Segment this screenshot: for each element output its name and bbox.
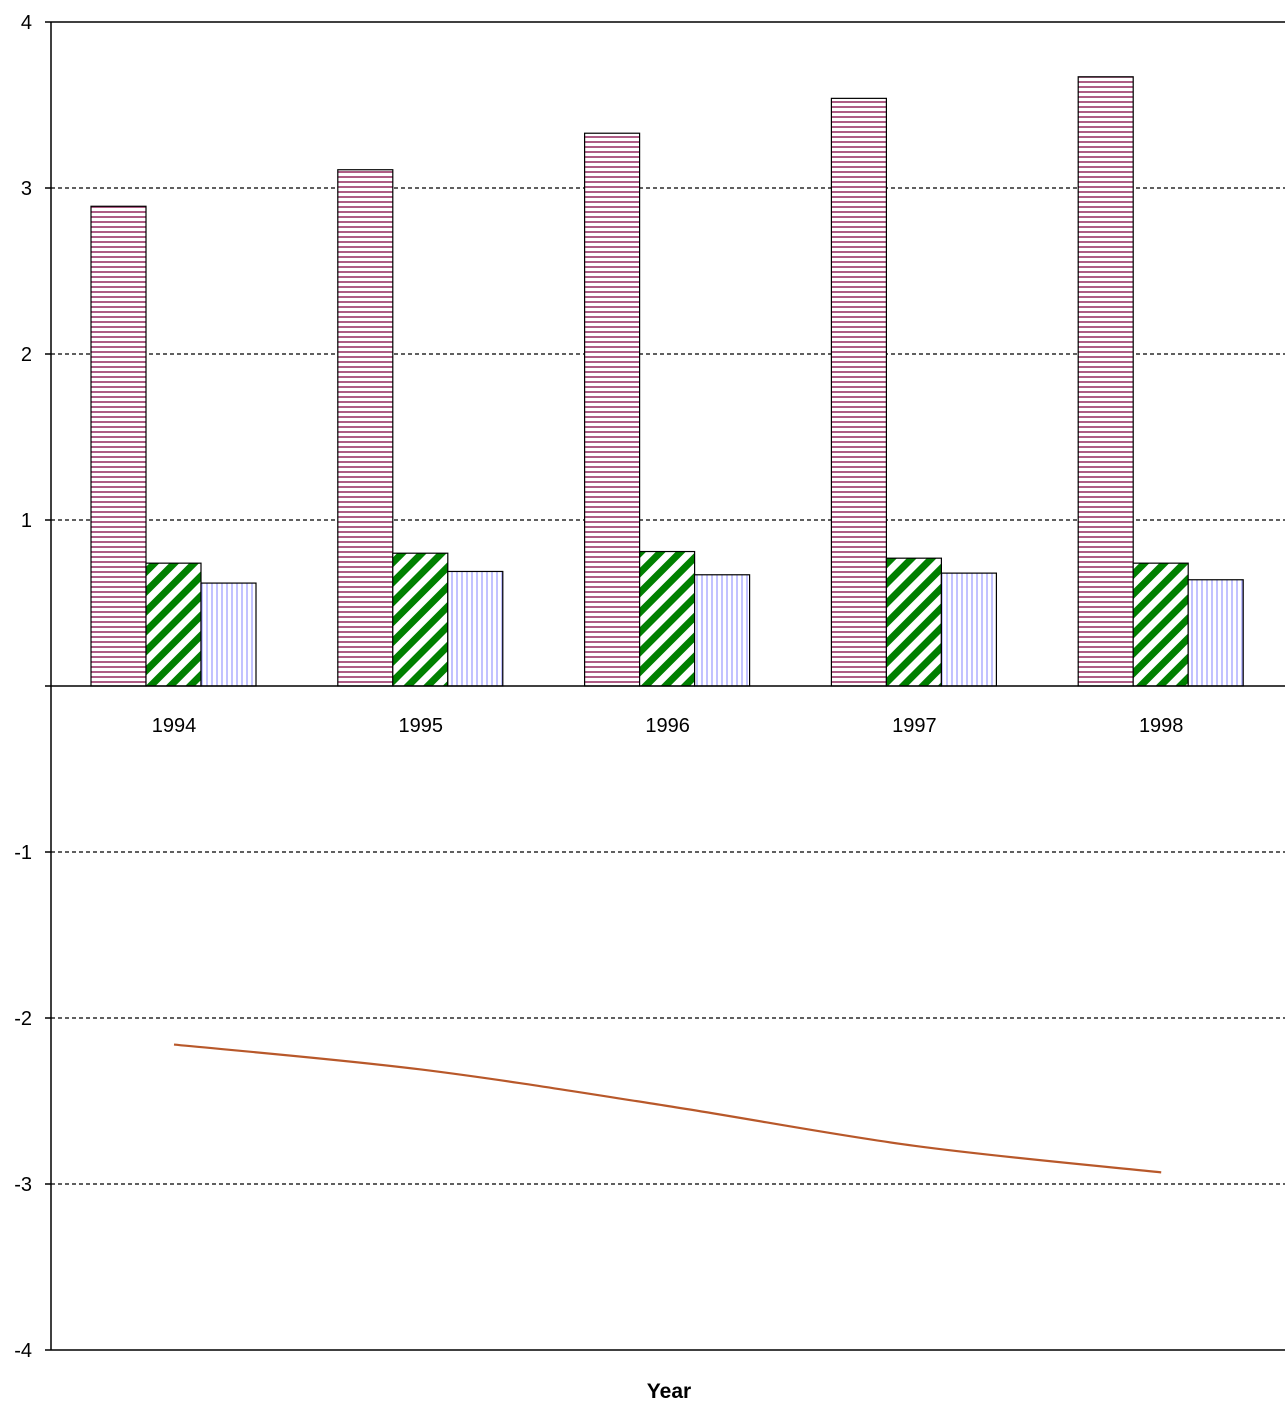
bar-1997-1 bbox=[830, 97, 888, 687]
y-tick-label: 2 bbox=[21, 344, 32, 366]
y-tick-label: 1 bbox=[21, 510, 32, 532]
bar-1996-1 bbox=[583, 132, 641, 687]
gridlines bbox=[51, 187, 1285, 1185]
bar-1996-3 bbox=[693, 574, 751, 687]
bars bbox=[90, 76, 1244, 687]
y-tick-label: -3 bbox=[14, 1174, 32, 1196]
bar-1997-2 bbox=[885, 557, 943, 687]
line-series-1 bbox=[173, 1043, 1162, 1174]
line-series bbox=[173, 1043, 1162, 1174]
y-tick-label: 4 bbox=[21, 12, 32, 34]
bar-1995-1 bbox=[337, 169, 394, 687]
bar-1998-3 bbox=[1187, 579, 1244, 687]
tick-labels: -4 -3 -2 -1 1 2 3 4 1994 1995 1996 1997 1998 bbox=[14, 12, 1183, 1362]
bar-1995-3 bbox=[447, 570, 504, 687]
y-tick-label: -1 bbox=[14, 842, 32, 864]
y-tick-label: 3 bbox=[21, 178, 32, 200]
y-tick-label: -2 bbox=[14, 1008, 32, 1030]
bar-1998-1 bbox=[1077, 76, 1134, 687]
x-tick-label-1997: 1997 bbox=[892, 715, 937, 737]
bar-1996-2 bbox=[638, 550, 696, 687]
bar-1997-3 bbox=[940, 572, 998, 687]
bar-1994-2 bbox=[145, 562, 202, 687]
axes bbox=[45, 21, 1285, 1351]
bar-1994-1 bbox=[90, 205, 147, 687]
x-tick-label-1996: 1996 bbox=[645, 715, 690, 737]
x-tick-label-1995: 1995 bbox=[399, 715, 444, 737]
bar-1995-2 bbox=[392, 552, 449, 687]
x-axis-title: Year bbox=[647, 1380, 691, 1403]
y-tick-label: -4 bbox=[14, 1340, 32, 1362]
bar-1998-2 bbox=[1132, 562, 1189, 687]
x-tick-label-1994: 1994 bbox=[152, 715, 197, 737]
x-tick-label-1998: 1998 bbox=[1139, 715, 1184, 737]
bar-1994-3 bbox=[200, 582, 257, 687]
